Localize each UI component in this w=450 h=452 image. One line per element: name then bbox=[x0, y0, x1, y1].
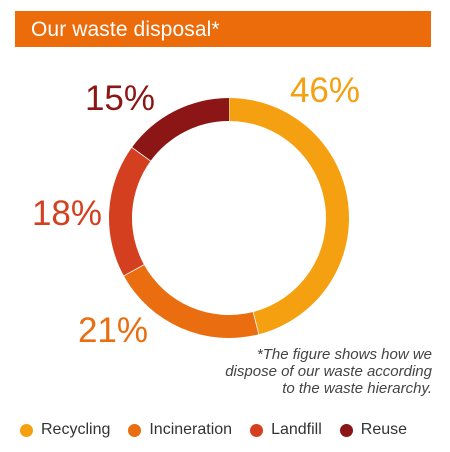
legend-swatch-landfill bbox=[250, 423, 264, 437]
chart-header: Our waste disposal* bbox=[15, 11, 431, 47]
slice-separator bbox=[130, 146, 152, 162]
legend-item-reuse: Reuse bbox=[339, 421, 408, 439]
chart-title: Our waste disposal* bbox=[31, 17, 220, 41]
footnote: *The figure shows how we dispose of our … bbox=[172, 346, 432, 397]
slice-separator bbox=[122, 263, 146, 277]
legend-label-reuse: Reuse bbox=[360, 421, 408, 438]
legend-label-landfill: Landfill bbox=[271, 421, 322, 438]
legend-swatch-recycling bbox=[20, 423, 33, 437]
legend-item-landfill: Landfill bbox=[250, 421, 322, 439]
footnote-line-2: dispose of our waste according bbox=[225, 363, 432, 380]
legend-item-recycling: Recycling bbox=[20, 421, 110, 439]
legend-label-incineration: Incineration bbox=[149, 421, 233, 438]
data-label-recycling: 46% bbox=[290, 71, 360, 110]
chart-legend: Recycling Incineration Landfill Reuse bbox=[20, 421, 407, 439]
data-label-incineration: 21% bbox=[78, 311, 148, 350]
slice-reuse bbox=[131, 98, 229, 161]
slice-separator bbox=[252, 310, 260, 336]
footnote-line-1: *The figure shows how we bbox=[256, 346, 432, 363]
legend-label-recycling: Recycling bbox=[41, 421, 111, 438]
data-label-reuse: 15% bbox=[85, 79, 155, 118]
footnote-line-3: to the waste hierarchy. bbox=[282, 380, 432, 397]
data-label-landfill: 18% bbox=[32, 194, 102, 233]
legend-swatch-incineration bbox=[128, 423, 142, 437]
slice-recycling bbox=[229, 98, 350, 335]
slice-incineration bbox=[123, 264, 259, 338]
slice-landfill bbox=[108, 147, 151, 276]
legend-item-incineration: Incineration bbox=[128, 421, 232, 439]
legend-swatch-reuse bbox=[339, 423, 353, 437]
